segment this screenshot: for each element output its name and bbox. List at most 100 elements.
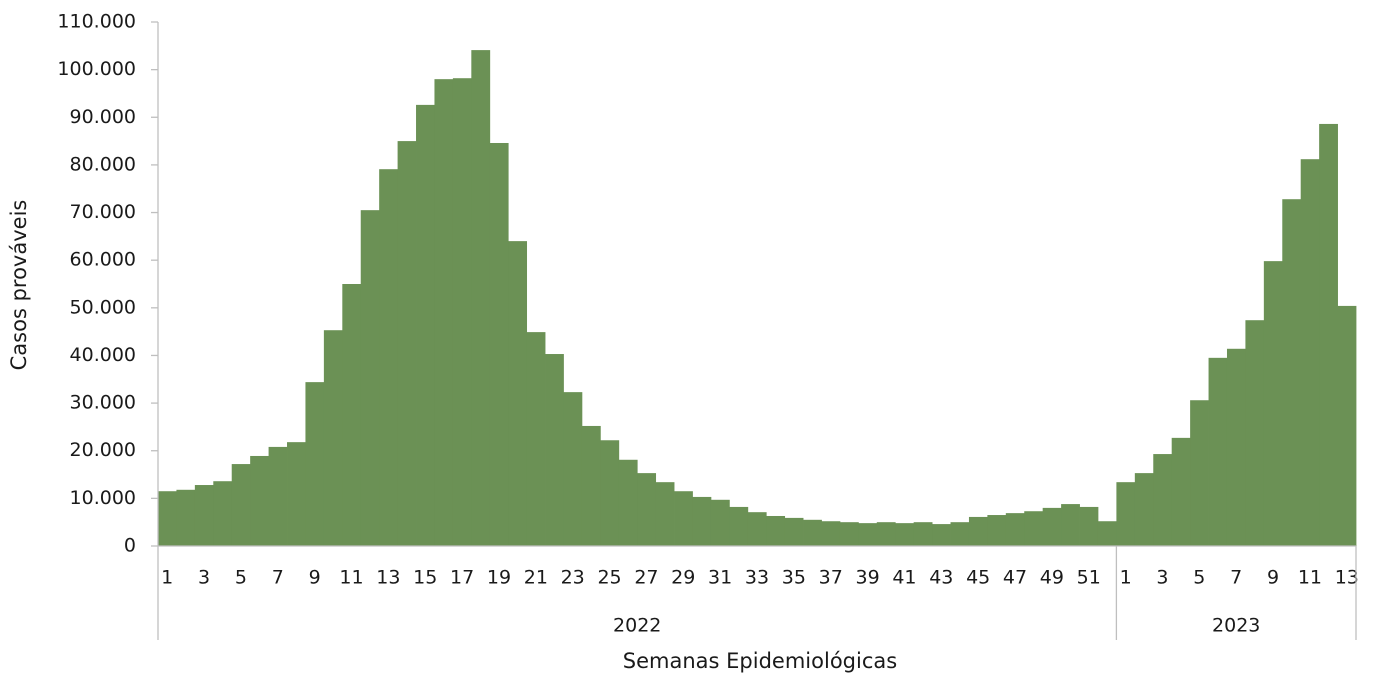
- bar: [1282, 199, 1302, 546]
- x-tick-label: 33: [745, 567, 769, 589]
- bar: [287, 442, 306, 546]
- bar: [747, 512, 767, 546]
- bar: [1079, 506, 1099, 546]
- bar: [913, 522, 933, 546]
- x-tick-label: 47: [1003, 567, 1027, 589]
- bar: [323, 330, 343, 546]
- x-tick-label: 35: [782, 567, 806, 589]
- y-tick-label: 20.000: [70, 439, 136, 461]
- bar: [1061, 504, 1080, 546]
- bar: [876, 522, 896, 546]
- x-tick-label: 27: [634, 567, 658, 589]
- bar: [1116, 482, 1136, 546]
- y-tick-label: 50.000: [70, 296, 136, 318]
- bar: [821, 521, 841, 546]
- bar: [305, 382, 325, 546]
- bar: [600, 440, 620, 546]
- x-tick-label: 49: [1040, 567, 1064, 589]
- bar: [1300, 159, 1320, 546]
- x-tick-label: 3: [198, 567, 210, 589]
- x-tick-label: 7: [1230, 567, 1242, 589]
- bar: [526, 332, 546, 546]
- bar: [618, 459, 638, 546]
- x-tick-label: 5: [1193, 567, 1205, 589]
- y-tick-label: 30.000: [70, 392, 136, 414]
- x-tick-label: 5: [235, 567, 247, 589]
- bar: [452, 78, 472, 546]
- y-tick-label: 40.000: [70, 344, 136, 366]
- x-tick-label: 1: [1120, 567, 1132, 589]
- bar: [545, 354, 564, 546]
- y-tick-label: 80.000: [70, 153, 136, 175]
- x-tick-label: 23: [561, 567, 585, 589]
- bar: [1153, 454, 1173, 546]
- y-tick-label: 60.000: [70, 249, 136, 271]
- bar: [231, 464, 251, 546]
- bar: [1171, 437, 1191, 546]
- bar: [987, 515, 1007, 546]
- bar: [710, 499, 730, 546]
- bar: [158, 491, 177, 546]
- bar: [397, 141, 417, 546]
- bar: [766, 515, 786, 546]
- bar: [581, 425, 601, 546]
- y-tick-label: 0: [124, 535, 136, 557]
- bar: [1263, 261, 1283, 546]
- x-tick-label: 13: [376, 567, 400, 589]
- bar: [213, 481, 233, 546]
- y-tick-label: 110.000: [57, 11, 136, 33]
- bar: [342, 284, 362, 546]
- bar: [508, 241, 528, 547]
- bar: [1245, 320, 1265, 546]
- x-tick-label: 1: [161, 567, 173, 589]
- bar: [1319, 123, 1338, 546]
- bar: [1208, 357, 1228, 546]
- bar: [1134, 473, 1154, 546]
- bar: [637, 473, 657, 546]
- bar: [563, 392, 583, 546]
- bar: [176, 489, 196, 546]
- x-tick-label: 21: [524, 567, 548, 589]
- bar: [839, 522, 859, 546]
- bar: [1042, 507, 1062, 546]
- bar: [1337, 305, 1357, 546]
- x-tick-label: 13: [1335, 567, 1359, 589]
- x-tick-label: 37: [819, 567, 843, 589]
- x-tick-label: 51: [1077, 567, 1101, 589]
- bar: [803, 519, 822, 546]
- bar: [1226, 348, 1246, 546]
- x-tick-label: 11: [339, 567, 363, 589]
- x-tick-label: 25: [597, 567, 621, 589]
- bar: [268, 446, 288, 546]
- y-tick-label: 70.000: [70, 201, 136, 223]
- bar: [379, 169, 398, 547]
- x-tick-label: 7: [272, 567, 284, 589]
- x-tick-label: 9: [1267, 567, 1279, 589]
- x-tick-label: 39: [855, 567, 879, 589]
- bar: [1005, 513, 1025, 546]
- bar: [250, 455, 269, 546]
- x-tick-label: 29: [671, 567, 695, 589]
- group-label: 2022: [613, 615, 661, 637]
- x-tick-label: 15: [413, 567, 437, 589]
- bar: [692, 496, 712, 546]
- x-tick-label: 19: [487, 567, 511, 589]
- x-tick-label: 9: [309, 567, 321, 589]
- y-tick-label: 90.000: [70, 106, 136, 128]
- bar: [950, 522, 970, 546]
- y-tick-label: 10.000: [70, 487, 136, 509]
- x-tick-label: 41: [892, 567, 916, 589]
- bar: [434, 79, 454, 546]
- bar: [655, 482, 675, 546]
- bar: [674, 491, 693, 546]
- bar: [1190, 400, 1209, 546]
- x-tick-label: 43: [929, 567, 953, 589]
- group-label: 2023: [1212, 615, 1260, 637]
- y-axis-title: Casos prováveis: [7, 200, 31, 371]
- bar: [194, 485, 214, 546]
- bar: [858, 523, 878, 546]
- x-tick-label: 45: [966, 567, 990, 589]
- x-tick-label: 3: [1156, 567, 1168, 589]
- bar: [895, 523, 915, 546]
